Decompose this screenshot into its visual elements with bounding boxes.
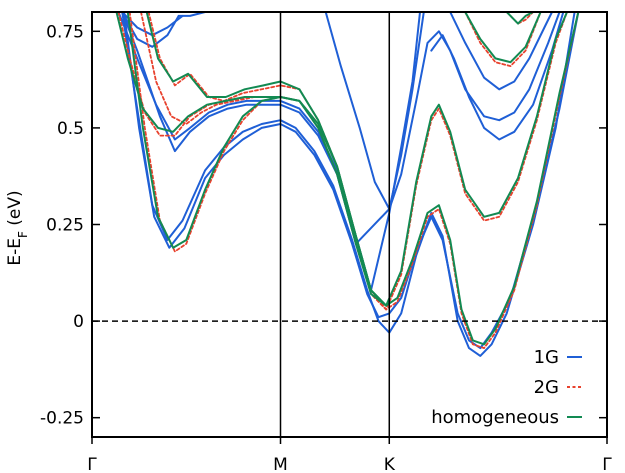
y-axis-title-unit: (eV) xyxy=(5,190,25,231)
band-1g-9 xyxy=(430,12,565,141)
band-2g-6 xyxy=(464,12,542,67)
y-tick-label-2: 0.25 xyxy=(46,216,84,236)
x-tick-label-2: K xyxy=(384,455,396,473)
x-tick-label-3: Γ xyxy=(602,455,612,473)
band-homogeneous-4 xyxy=(505,12,535,25)
y-tick-label-3: 0.5 xyxy=(57,119,84,139)
band-2g-2 xyxy=(117,12,568,311)
y-axis-title: E-EF (eV) xyxy=(5,190,30,265)
band-homogeneous-5 xyxy=(464,12,542,64)
band-1g-4 xyxy=(121,12,425,245)
y-tick-label-4: 0.75 xyxy=(46,22,84,42)
band-homogeneous-2 xyxy=(115,12,568,307)
band-2g-4 xyxy=(140,12,282,125)
y-tick-label-1: 0 xyxy=(73,312,84,332)
legend-label-homogeneous: homogeneous xyxy=(431,407,559,428)
band-1g-3 xyxy=(117,12,421,292)
x-tick-label-1: M xyxy=(273,455,288,473)
legend-label-1g: 1G xyxy=(534,347,559,368)
band-lines xyxy=(115,12,580,357)
x-tick-label-0: Γ xyxy=(87,455,97,473)
y-tick-label-0: -0.25 xyxy=(40,409,84,429)
band-homogeneous-3 xyxy=(145,12,388,307)
y-axis-ticks: -0.25 0 0.25 0.5 0.75 xyxy=(40,22,607,429)
band-2g-3 xyxy=(147,12,387,307)
band-1g-8 xyxy=(324,12,561,210)
legend-label-2g: 2G xyxy=(534,377,559,398)
legend: 1G 2G homogeneous xyxy=(431,347,582,428)
band-1g-1 xyxy=(121,12,576,357)
y-axis-title-main: E-E xyxy=(5,238,25,266)
y-axis-title-subscript: F xyxy=(16,231,30,238)
band-1g-10 xyxy=(449,12,553,91)
band-1g-7 xyxy=(177,12,207,17)
